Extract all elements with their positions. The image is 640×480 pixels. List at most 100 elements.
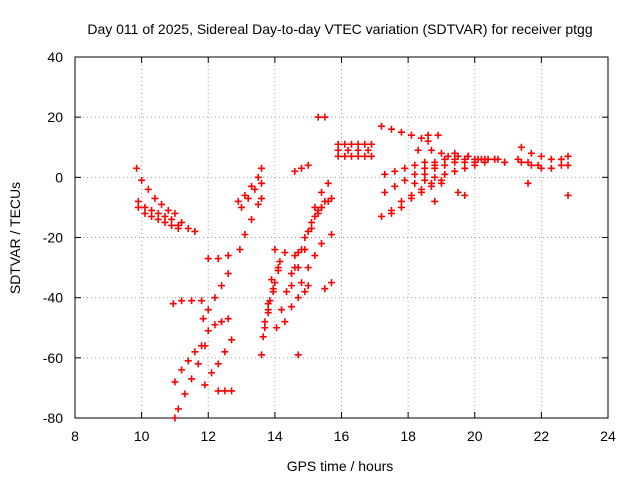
data-point bbox=[234, 197, 242, 205]
x-tick-label: 24 bbox=[600, 428, 616, 444]
data-point bbox=[148, 212, 156, 220]
series-arc-17 bbox=[261, 258, 284, 326]
data-point bbox=[564, 152, 572, 160]
data-point bbox=[184, 357, 192, 365]
x-tick-label: 8 bbox=[71, 428, 79, 444]
data-point bbox=[271, 246, 279, 254]
data-point bbox=[347, 152, 355, 160]
data-point bbox=[308, 218, 316, 226]
x-tick-label: 12 bbox=[200, 428, 216, 444]
data-point bbox=[361, 140, 369, 148]
data-point bbox=[211, 294, 219, 302]
data-point bbox=[534, 161, 542, 169]
data-point bbox=[527, 149, 535, 157]
data-point bbox=[437, 179, 445, 187]
data-point bbox=[244, 194, 252, 202]
series-arc-16 bbox=[259, 264, 282, 341]
data-point bbox=[178, 366, 186, 374]
series-arc-36 bbox=[381, 161, 439, 196]
data-point bbox=[283, 288, 291, 296]
data-point bbox=[291, 167, 299, 175]
data-point bbox=[273, 324, 281, 332]
data-point bbox=[198, 297, 206, 305]
series-arc-46 bbox=[517, 158, 572, 172]
data-point bbox=[421, 158, 429, 166]
data-point bbox=[138, 176, 146, 184]
x-tick-label: 20 bbox=[467, 428, 483, 444]
data-point bbox=[148, 206, 156, 214]
data-point bbox=[169, 300, 177, 308]
data-point bbox=[278, 306, 286, 314]
data-point bbox=[218, 318, 226, 326]
data-point bbox=[341, 152, 349, 160]
data-point bbox=[134, 197, 142, 205]
data-point bbox=[251, 185, 259, 193]
data-point bbox=[361, 152, 369, 160]
data-point bbox=[191, 348, 199, 356]
data-point bbox=[328, 279, 336, 287]
data-point bbox=[276, 258, 284, 266]
data-point bbox=[557, 161, 565, 169]
data-point bbox=[341, 140, 349, 148]
series-arc-11 bbox=[214, 387, 236, 395]
series-arc-9 bbox=[204, 315, 232, 335]
data-point bbox=[181, 390, 189, 398]
data-point bbox=[314, 113, 322, 121]
data-point bbox=[144, 185, 152, 193]
series-arc-31 bbox=[334, 152, 375, 160]
data-point bbox=[407, 194, 415, 202]
x-axis-label: GPS time / hours bbox=[287, 458, 394, 474]
data-point bbox=[431, 173, 439, 181]
data-point bbox=[258, 194, 266, 202]
data-point bbox=[328, 194, 336, 202]
data-point bbox=[411, 161, 419, 169]
series-arc-28 bbox=[314, 113, 329, 121]
series-arc-26 bbox=[321, 279, 336, 293]
series-arc-48 bbox=[524, 179, 532, 187]
data-point bbox=[417, 134, 425, 142]
data-point bbox=[401, 176, 409, 184]
series-arc-10 bbox=[204, 252, 232, 263]
data-point bbox=[288, 303, 296, 311]
data-point bbox=[158, 200, 166, 208]
data-point bbox=[214, 387, 222, 395]
data-point bbox=[266, 297, 274, 305]
data-point bbox=[214, 360, 222, 368]
data-point bbox=[141, 203, 149, 211]
data-point bbox=[397, 197, 405, 205]
data-point bbox=[271, 279, 279, 287]
series-arc-43 bbox=[454, 188, 469, 199]
data-point bbox=[354, 140, 362, 148]
data-point bbox=[214, 255, 222, 263]
data-point bbox=[334, 152, 342, 160]
data-point bbox=[431, 197, 439, 205]
data-point bbox=[304, 282, 312, 290]
data-point bbox=[191, 227, 199, 235]
data-point bbox=[461, 164, 469, 172]
data-point bbox=[318, 240, 326, 248]
data-point bbox=[421, 164, 429, 172]
data-point bbox=[407, 131, 415, 139]
data-point bbox=[441, 170, 449, 178]
data-point bbox=[199, 315, 207, 323]
data-point bbox=[224, 252, 232, 260]
data-point bbox=[377, 212, 385, 220]
data-point bbox=[171, 378, 179, 386]
data-point bbox=[224, 315, 232, 323]
data-point bbox=[514, 155, 522, 163]
series-arc-29 bbox=[294, 351, 302, 359]
data-point bbox=[288, 282, 296, 290]
data-point bbox=[381, 188, 389, 196]
data-point bbox=[524, 179, 532, 187]
x-tick-label: 10 bbox=[134, 428, 150, 444]
data-layer bbox=[133, 113, 572, 422]
data-point bbox=[248, 215, 256, 223]
data-point bbox=[281, 249, 289, 257]
data-point bbox=[238, 203, 246, 211]
series-arc-3 bbox=[134, 203, 182, 232]
data-point bbox=[184, 224, 192, 232]
data-point bbox=[441, 161, 449, 169]
series-arc-45 bbox=[517, 143, 572, 163]
data-point bbox=[474, 155, 482, 163]
data-point bbox=[321, 113, 329, 121]
